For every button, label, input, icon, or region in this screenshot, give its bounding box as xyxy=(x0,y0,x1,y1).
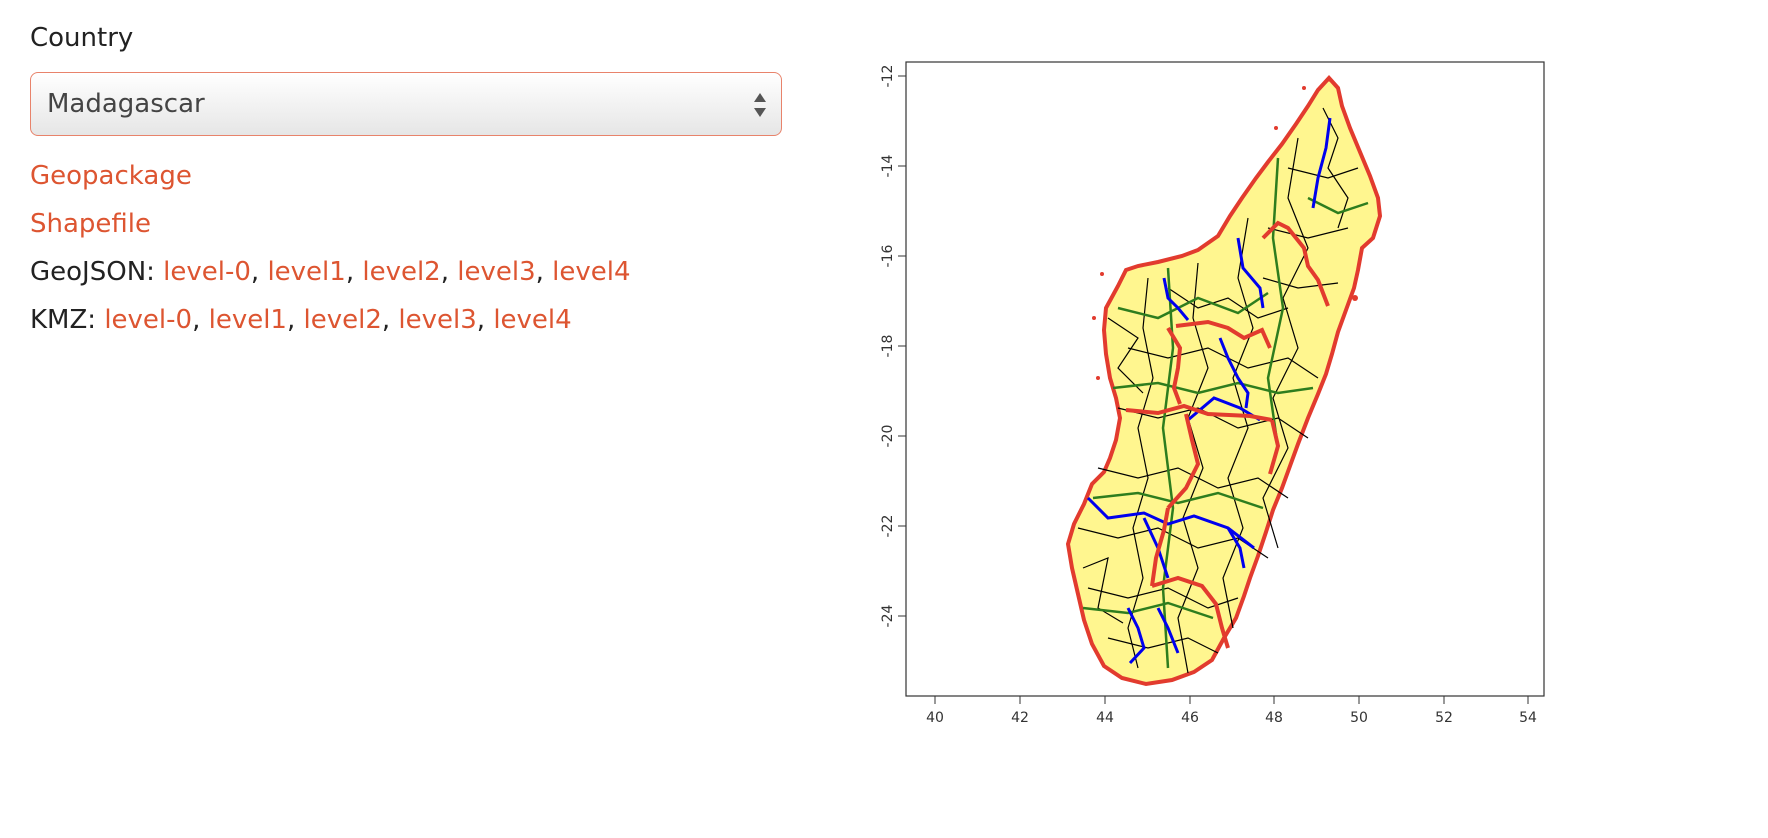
country-select-value: Madagascar xyxy=(47,89,205,119)
x-axis xyxy=(934,696,1529,704)
x-tick-label: 44 xyxy=(1096,710,1114,726)
select-updown-icon xyxy=(754,93,766,117)
map-plot: -12 -14 -16 -18 -20 -22 -24 40 42 44 46 … xyxy=(880,61,1545,726)
shapefile-link[interactable]: Shapefile xyxy=(30,209,152,239)
kmz-label: KMZ: xyxy=(30,305,105,335)
y-tick-label: -16 xyxy=(880,244,896,267)
y-tick-label: -24 xyxy=(880,604,896,627)
geojson-level1-link[interactable]: level1 xyxy=(267,257,346,287)
x-tick-label: 42 xyxy=(1011,710,1029,726)
download-links: Geopackage Shapefile GeoJSON: level-0, l… xyxy=(30,152,790,344)
country-select[interactable]: Madagascar xyxy=(30,72,782,136)
level1-borders xyxy=(1125,220,1330,649)
country-map: -12 -14 -16 -18 -20 -22 -24 40 42 44 46 … xyxy=(868,48,1568,738)
x-tick-label: 54 xyxy=(1519,710,1537,726)
level3-borders xyxy=(1082,157,1369,669)
plot-frame xyxy=(905,61,1545,697)
geojson-level3-link[interactable]: level3 xyxy=(457,257,536,287)
coastal-islets xyxy=(1092,86,1358,380)
geojson-label: GeoJSON: xyxy=(30,257,164,287)
country-label: Country xyxy=(30,23,134,53)
kmz-level2-link[interactable]: level2 xyxy=(303,305,382,335)
y-tick-label: -22 xyxy=(880,515,896,538)
geojson-line: GeoJSON: level-0, level1, level2, level3… xyxy=(30,257,631,287)
madagascar-landmass xyxy=(1065,75,1383,687)
y-tick-label: -12 xyxy=(880,65,896,88)
x-tick-label: 52 xyxy=(1435,710,1453,726)
y-tick-label: -14 xyxy=(880,154,896,177)
y-tick-label: -18 xyxy=(880,335,896,358)
kmz-level3-link[interactable]: level3 xyxy=(398,305,477,335)
x-tick-label: 50 xyxy=(1350,710,1368,726)
x-tick-label: 46 xyxy=(1181,710,1199,726)
y-axis xyxy=(898,75,906,617)
kmz-level1-link[interactable]: level1 xyxy=(208,305,287,335)
kmz-line: KMZ: level-0, level1, level2, level3, le… xyxy=(30,305,572,335)
y-tick-label: -20 xyxy=(880,425,896,448)
geojson-level0-link[interactable]: level-0 xyxy=(163,257,251,287)
kmz-level4-link[interactable]: level4 xyxy=(493,305,572,335)
geojson-level2-link[interactable]: level2 xyxy=(362,257,441,287)
download-panel: Country Madagascar Geopackage Shapefile … xyxy=(30,18,790,344)
x-tick-label: 48 xyxy=(1265,710,1283,726)
kmz-level0-link[interactable]: level-0 xyxy=(104,305,193,335)
geopackage-link[interactable]: Geopackage xyxy=(30,161,192,191)
geojson-level4-link[interactable]: level4 xyxy=(552,257,631,287)
x-tick-label: 40 xyxy=(926,710,944,726)
level4-borders xyxy=(1077,107,1359,674)
